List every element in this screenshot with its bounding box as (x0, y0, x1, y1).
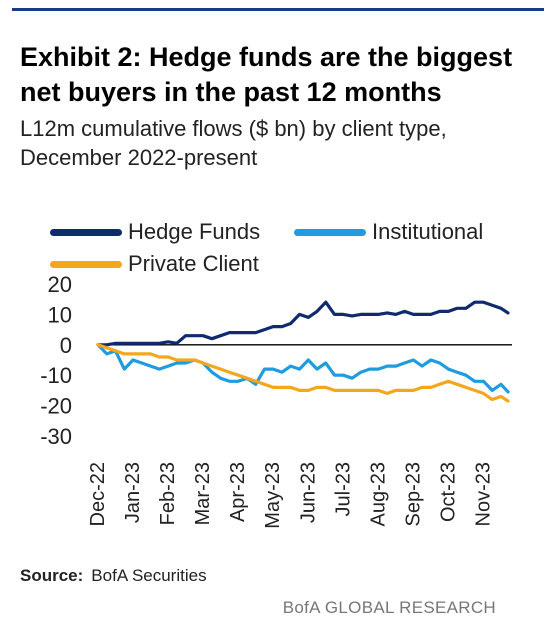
x-tick-label: Aug-23 (367, 462, 389, 527)
x-tick-label: Apr-23 (227, 462, 249, 522)
top-rule (12, 8, 544, 11)
x-tick-label: Nov-23 (472, 462, 494, 526)
legend-item-institutional: Institutional (294, 218, 483, 246)
source-label: Source: (20, 566, 84, 585)
legend-label: Private Client (128, 251, 259, 276)
legend-swatch-private-client (50, 260, 122, 268)
x-tick-label: Feb-23 (157, 462, 179, 525)
x-tick-label: Oct-23 (437, 462, 459, 522)
legend-swatch-hedge-funds (50, 228, 122, 236)
source-text: BofA Securities (91, 566, 207, 585)
y-tick-label: -10 (40, 363, 72, 388)
legend-item-hedge-funds: Hedge Funds (50, 218, 260, 246)
y-tick-label: 20 (48, 272, 72, 297)
legend-label: Institutional (372, 219, 484, 244)
series-line-hedge-funds (96, 300, 510, 347)
x-tick-label: Jan-23 (122, 462, 144, 523)
y-tick-label: 0 (60, 333, 72, 358)
chart-title: Exhibit 2: Hedge funds are the biggest n… (20, 42, 513, 107)
line-chart: 20 10 0 -10 -20 -30 Dec-22 Jan-23 Feb-23 Mar-23 Ap… (40, 272, 512, 529)
x-tick-label: Mar-23 (192, 462, 214, 525)
source-note: Source: BofA Securities (20, 566, 207, 586)
y-tick-label: -30 (40, 424, 72, 449)
x-tick-label: Jun-23 (297, 462, 319, 523)
chart-subtitle: L12m cumulative flows ($ bn) by client t… (20, 116, 447, 170)
brand-footer: BofA GLOBAL RESEARCH (282, 598, 496, 617)
legend-label: Hedge Funds (128, 219, 261, 244)
series-line-institutional (96, 343, 510, 394)
x-tick-label: Dec-22 (87, 462, 109, 526)
series-line-private-client (96, 343, 510, 403)
y-tick-label: -20 (40, 394, 72, 419)
legend-swatch-institutional (294, 228, 366, 236)
x-tick-label: Sep-23 (402, 462, 424, 527)
legend-item-private-client: Private Client (50, 250, 259, 278)
x-tick-label: Jul-23 (332, 462, 354, 516)
x-tick-label: May-23 (262, 462, 284, 529)
y-tick-label: 10 (48, 302, 72, 327)
